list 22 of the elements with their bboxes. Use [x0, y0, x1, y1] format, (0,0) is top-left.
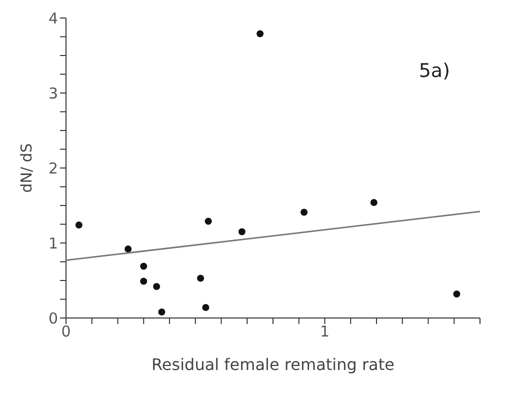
- point: [153, 283, 160, 290]
- x-axis-title: Residual female remating rate: [152, 355, 394, 374]
- y-tick-label: 4: [48, 9, 58, 28]
- point: [158, 308, 166, 316]
- y-tick-label: 3: [48, 84, 58, 102]
- point: [238, 228, 246, 236]
- point: [453, 290, 460, 298]
- y-axis-title: dN/ dS: [17, 143, 36, 193]
- point: [370, 199, 378, 206]
- point: [204, 218, 212, 225]
- annotation: 5a): [418, 60, 450, 82]
- y-tick-label: 1: [48, 234, 58, 252]
- point: [197, 274, 204, 282]
- point: [300, 208, 308, 216]
- point: [124, 246, 132, 252]
- y-tick-label: 2: [48, 159, 58, 178]
- point: [140, 278, 148, 285]
- point: [202, 304, 210, 311]
- y-tick-label: 0: [48, 309, 58, 328]
- point: [256, 30, 264, 38]
- point: [140, 262, 148, 270]
- point: [75, 222, 82, 228]
